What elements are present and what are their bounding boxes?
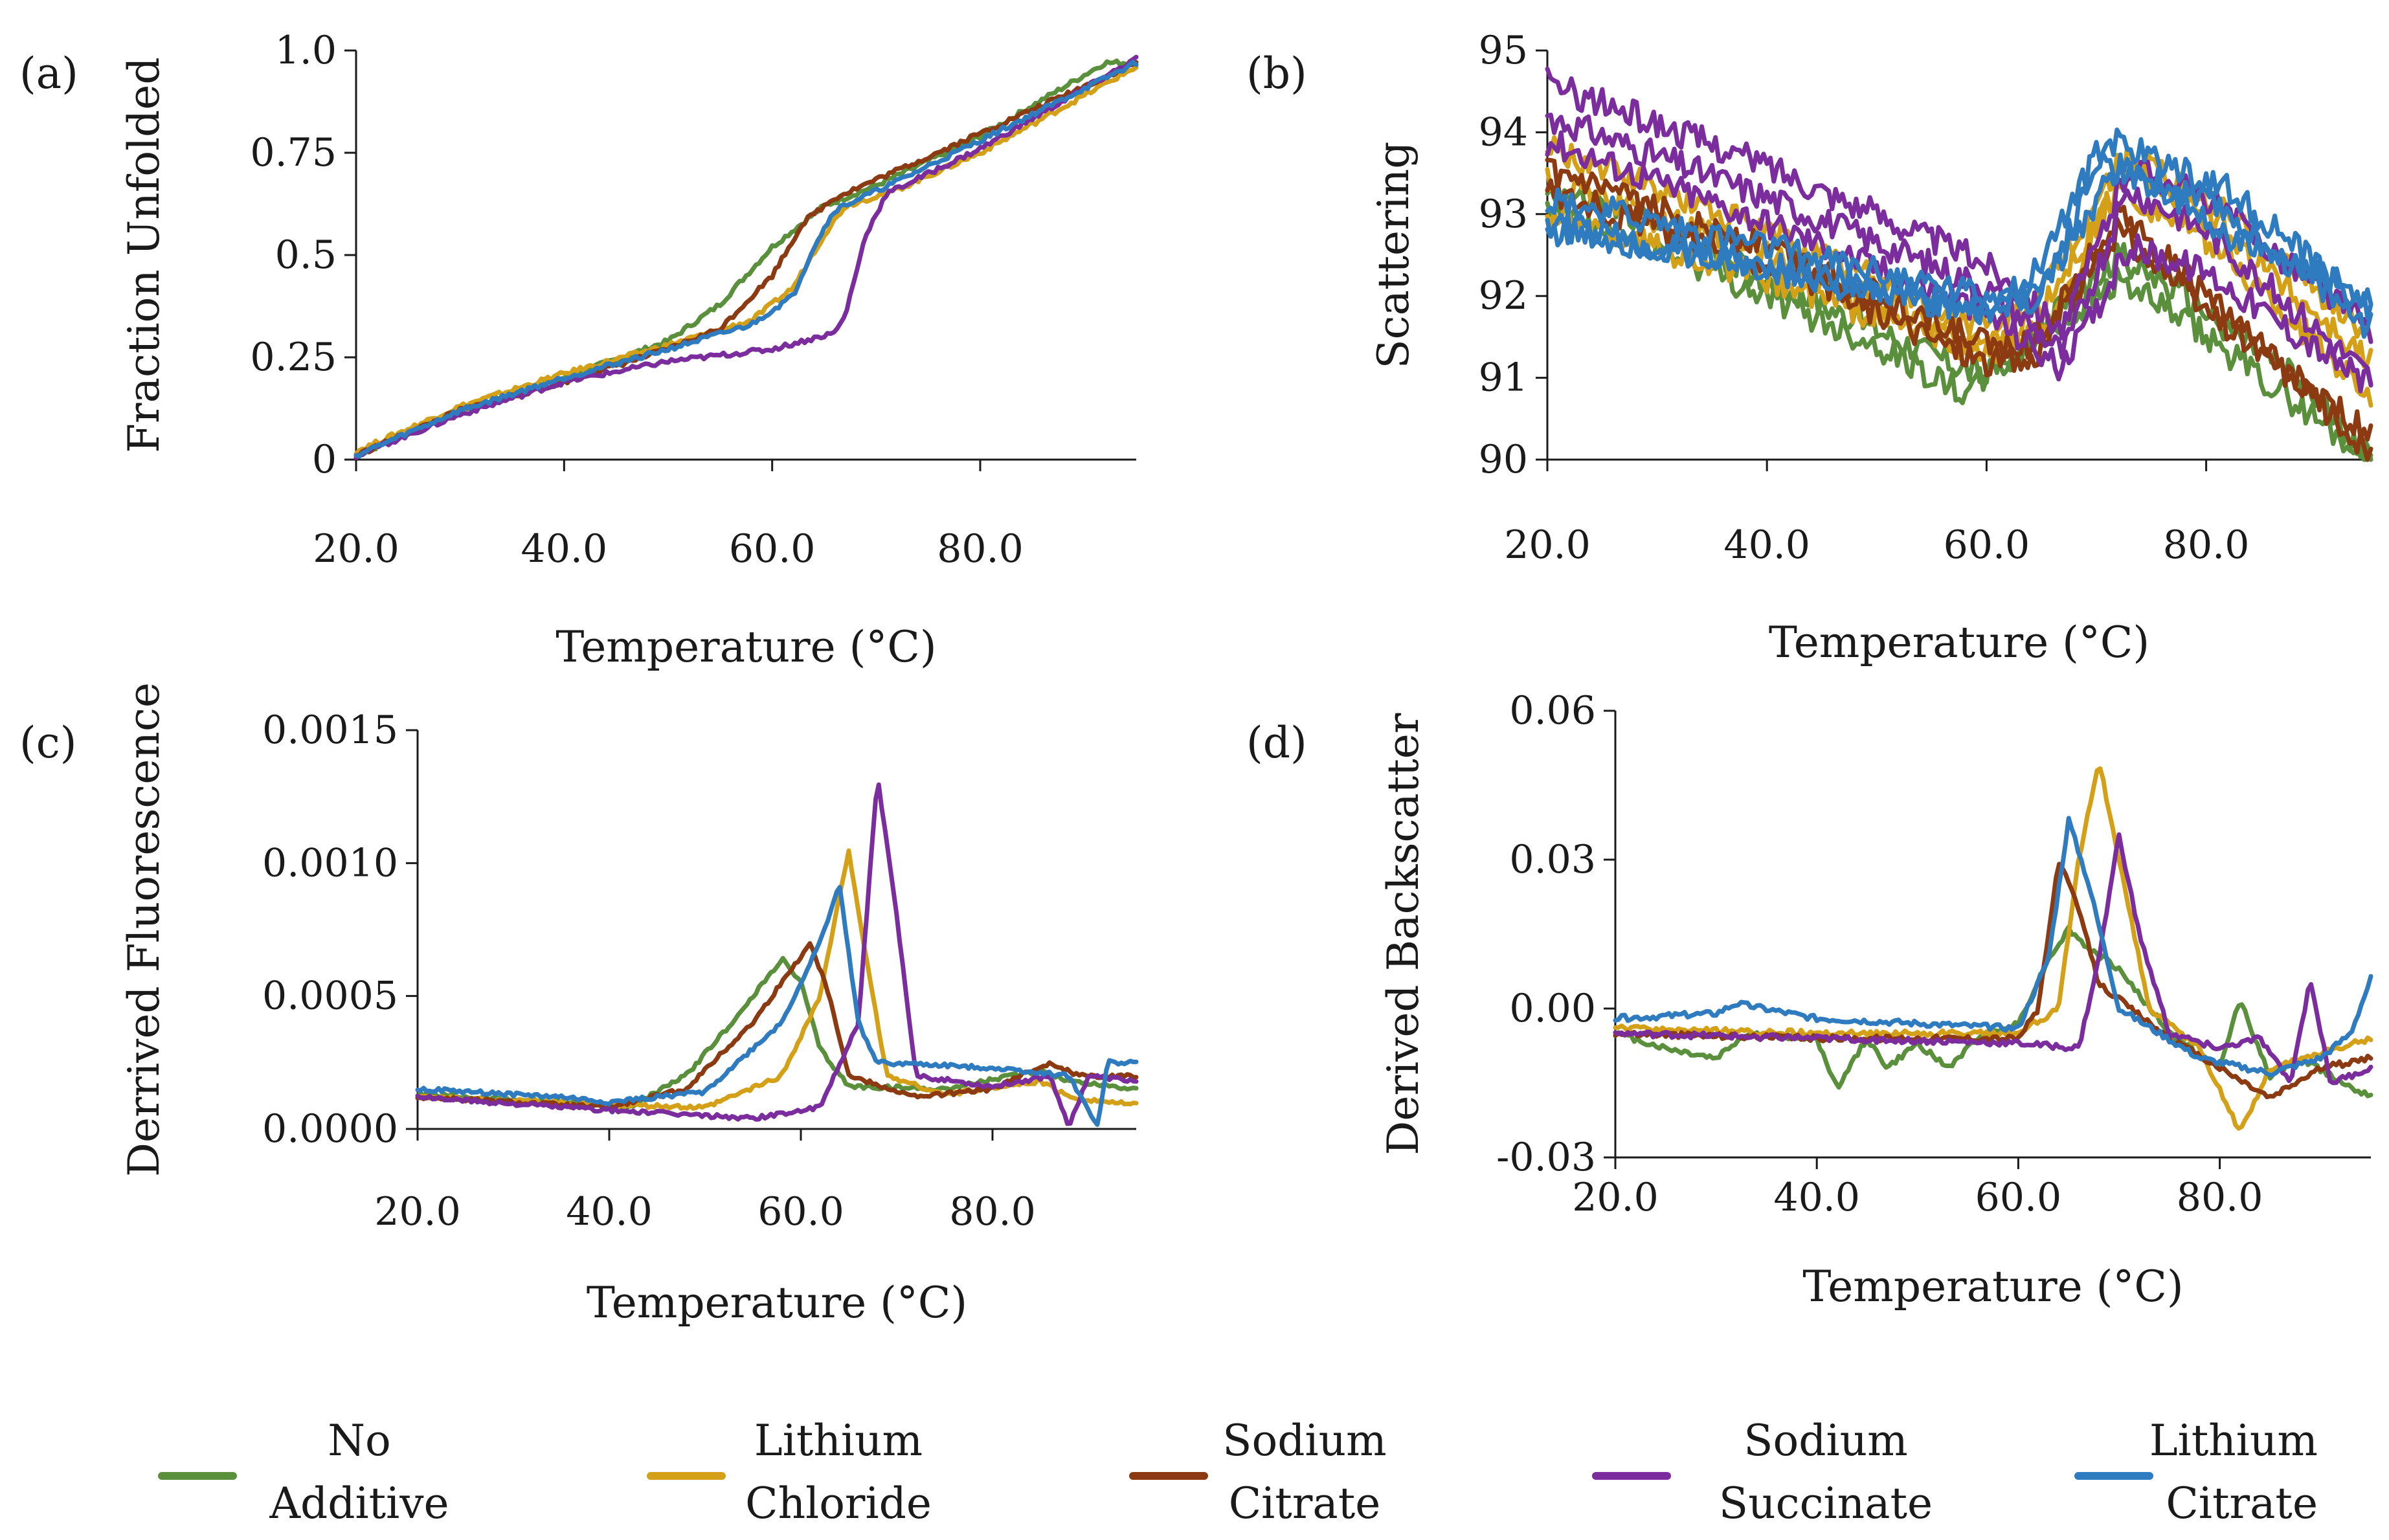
y-tick-label: 95 — [1479, 28, 1528, 73]
y-tick-label: 0.75 — [250, 130, 337, 175]
legend-label-line2: Succinate — [1719, 1479, 1933, 1528]
series-line-lithium-citrate — [1545, 128, 2373, 320]
plot-area — [353, 54, 1139, 460]
chart-panel-b: (b) 90 91 92 93 94 95 20.0 40.0 60.0 80.0 Temperatu… — [1246, 28, 2373, 667]
legend-label-line2: Citrate — [1229, 1479, 1381, 1528]
panel-label: (d) — [1246, 718, 1307, 768]
x-axis-label: Temperature (°C) — [1802, 1262, 2183, 1311]
x-tick-label: 20.0 — [313, 526, 399, 572]
y-tick-label: 0.0015 — [262, 708, 398, 753]
chart-panel-d: (d) -0.03 0.00 0.03 0.06 20.0 40.0 60.0 80.0 Temp… — [1246, 688, 2373, 1311]
y-tick-label: 1.0 — [275, 28, 337, 73]
y-tick-label: 0.0010 — [262, 840, 398, 886]
legend-label-line2: Chloride — [745, 1479, 932, 1528]
x-tick-label: 40.0 — [1773, 1175, 1860, 1220]
x-axis-label: Temperature (°C) — [555, 622, 936, 672]
series-line-lithium-citrate — [415, 885, 1139, 1127]
legend-label-line1: No — [328, 1416, 391, 1466]
x-tick-label: 20.0 — [1572, 1175, 1659, 1220]
y-tick-label: 0.0000 — [262, 1106, 398, 1152]
x-tick-label: 20.0 — [1504, 522, 1591, 568]
x-tick-label: 60.0 — [729, 526, 816, 572]
x-tick-label: 60.0 — [1975, 1175, 2062, 1220]
legend-label-line1: Sodium — [1744, 1416, 1907, 1466]
legend: NoAdditiveLithiumChlorideSodiumCitrateSo… — [158, 1416, 2318, 1528]
series-line-lithium-citrate — [1545, 140, 2373, 339]
series-line-sodium-succinate — [1613, 832, 2373, 1086]
y-tick-label: 94 — [1479, 109, 1528, 155]
plot-area — [1545, 66, 2373, 462]
x-tick-label: 40.0 — [566, 1189, 653, 1234]
y-tick-label: 0.03 — [1509, 837, 1596, 882]
x-axis-label: Temperature (°C) — [587, 1278, 967, 1328]
x-tick-label: 80.0 — [2177, 1175, 2263, 1220]
series-line-sodium-succinate — [353, 54, 1139, 460]
series-line-lithium-chloride — [353, 65, 1139, 456]
x-tick-label: 60.0 — [757, 1189, 844, 1234]
series-line-lithium-citrate — [1545, 152, 2373, 326]
chart-panel-a: (a) 0 0.25 0.5 0.75 1.0 20.0 40.0 60.0 80.0 Temper… — [19, 28, 1139, 672]
series-line-lithium-citrate — [1613, 816, 2373, 1078]
y-tick-label: 0.0005 — [262, 974, 398, 1019]
legend-item-no-additive: No Additive — [158, 1416, 449, 1528]
plot-area — [1613, 766, 2373, 1131]
y-tick-label: 0 — [312, 437, 337, 482]
x-tick-label: 40.0 — [1723, 522, 1810, 568]
x-tick-label: 20.0 — [374, 1189, 461, 1234]
legend-label-line2: Citrate — [2166, 1479, 2318, 1528]
legend-label-line1: Sodium — [1222, 1416, 1386, 1466]
series-line-sodium-succinate — [1545, 113, 2373, 386]
legend-label-line2: Additive — [269, 1479, 449, 1528]
series-line-lithium-citrate — [353, 60, 1139, 459]
y-axis-label: Derived Backscatter — [1378, 713, 1428, 1155]
chart-panel-c: (c) 0.0000 0.0005 0.0010 0.0015 20.0 40.0 60.0 8… — [19, 682, 1139, 1328]
legend-item-lithium-chloride: Lithium Chloride — [647, 1416, 932, 1528]
x-axis-label: Temperature (°C) — [1769, 618, 2149, 667]
panel-label: (b) — [1246, 49, 1307, 98]
x-tick-label: 80.0 — [949, 1189, 1036, 1234]
legend-item-sodium-citrate: Sodium Citrate — [1129, 1416, 1387, 1528]
y-axis-label: Fraction Unfolded — [119, 57, 169, 452]
series-line-lithium-chloride — [1613, 766, 2373, 1131]
y-axis-label: Scattering — [1369, 141, 1419, 368]
y-tick-label: 90 — [1479, 437, 1528, 482]
y-tick-label: 0.06 — [1509, 688, 1596, 733]
x-tick-label: 80.0 — [937, 526, 1024, 572]
legend-label-line1: Lithium — [754, 1416, 923, 1466]
legend-item-sodium-succinate: Sodium Succinate — [1592, 1416, 1933, 1528]
y-tick-label: 0.5 — [275, 232, 337, 278]
series-line-sodium-succinate — [1545, 130, 2373, 394]
legend-label-line1: Lithium — [2149, 1416, 2318, 1466]
x-tick-label: 80.0 — [2163, 522, 2250, 568]
panel-label: (c) — [19, 718, 76, 768]
x-tick-label: 60.0 — [1944, 522, 2030, 568]
y-tick-label: -0.03 — [1496, 1135, 1596, 1180]
y-axis-label: Derrived Fluorescence — [119, 682, 169, 1177]
y-tick-label: 0.00 — [1509, 986, 1596, 1031]
y-tick-label: 0.25 — [250, 335, 337, 380]
y-tick-label: 93 — [1479, 192, 1528, 237]
legend-item-lithium-citrate: Lithium Citrate — [2074, 1416, 2318, 1528]
y-tick-label: 91 — [1479, 355, 1528, 401]
panel-label: (a) — [19, 49, 78, 98]
plot-area — [415, 782, 1139, 1127]
y-tick-label: 92 — [1479, 273, 1528, 318]
x-tick-label: 40.0 — [521, 526, 608, 572]
series-line-sodium-succinate — [415, 782, 1139, 1126]
series-line-sodium-citrate — [1613, 862, 2373, 1100]
